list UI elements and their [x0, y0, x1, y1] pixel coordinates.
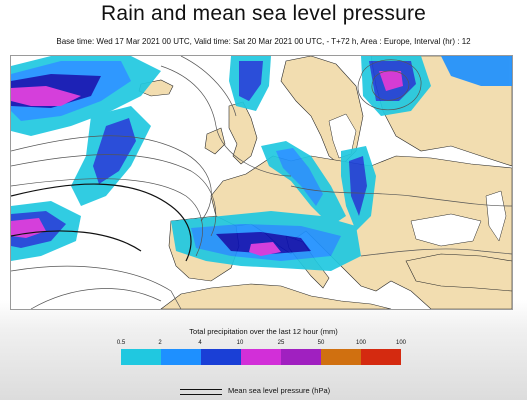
precip-atlantic-front-core [93, 118, 136, 184]
precip-central-europe-core [276, 148, 323, 206]
colorbar-segment-4 [281, 349, 321, 365]
colorbar-tick-6: 100 [355, 340, 367, 346]
page-title: Rain and mean sea level pressure [100, 2, 427, 25]
isobar-5 [30, 288, 162, 309]
precip-far-ne [441, 56, 512, 86]
precipitation-legend-title: Total precipitation over the last 12 hou… [189, 327, 338, 336]
caspian-sea [485, 190, 507, 242]
land-great-britain [228, 101, 258, 165]
colorbar-tick-5: 50 [317, 340, 325, 346]
pressure-legend-label: Mean sea level pressure (hPa) [228, 386, 331, 395]
forecast-map [10, 55, 513, 310]
isobar-8 [290, 185, 512, 207]
precip-eastern-europe-core [349, 156, 367, 216]
colorbar-segment-6 [361, 349, 401, 365]
isobar-line-sample [180, 389, 222, 395]
map-canvas [11, 56, 512, 309]
colorbar-segment-3 [241, 349, 281, 365]
isobar-3 [11, 178, 203, 257]
colorbar-tick-3: 10 [236, 340, 244, 346]
colorbar-tick-7: 100 [395, 340, 407, 346]
isobar-6 [160, 65, 292, 177]
isobar-ne-low-inner [371, 70, 410, 101]
precip-nw-atlantic-max [11, 86, 81, 106]
colorbar-segment-1 [161, 349, 201, 365]
land-north-africa [160, 283, 392, 309]
isobar-bold-1 [11, 183, 192, 262]
isobar-2 [11, 154, 217, 237]
isobar-bold-2 [11, 230, 142, 252]
colorbar-segment-2 [201, 349, 241, 365]
colorbar-segment-0 [121, 349, 161, 365]
isobars-bold [11, 183, 192, 262]
land-ireland [204, 127, 226, 155]
colorbar-tick-4: 25 [277, 340, 285, 346]
colorbar-tick-2: 4 [198, 340, 202, 346]
colorbar-tick-0: 0.5 [116, 340, 126, 346]
inland-seas [328, 113, 507, 247]
colorbar-tick-1: 2 [158, 340, 162, 346]
isobar-ne-low-outer [357, 59, 422, 111]
page-subtitle: Base time: Wed 17 Mar 2021 00 UTC, Valid… [56, 37, 471, 46]
precip-sw-atlantic-max [11, 218, 46, 238]
isobar-1 [11, 135, 212, 222]
precip-ne-low-max [379, 71, 403, 91]
precipitation-field [11, 56, 512, 271]
black-sea [410, 213, 482, 247]
pressure-legend: Mean sea level pressure (hPa) [180, 386, 380, 398]
isobar-4 [11, 265, 182, 309]
colorbar-segment-5 [321, 349, 361, 365]
precip-baltic-core [239, 61, 263, 101]
isobar-7 [180, 56, 237, 117]
precip-mediterranean-max [249, 242, 281, 256]
precipitation-colorbar [121, 349, 401, 365]
land-turkey [405, 253, 512, 292]
isobars [11, 56, 512, 309]
isobar-9 [360, 248, 512, 257]
